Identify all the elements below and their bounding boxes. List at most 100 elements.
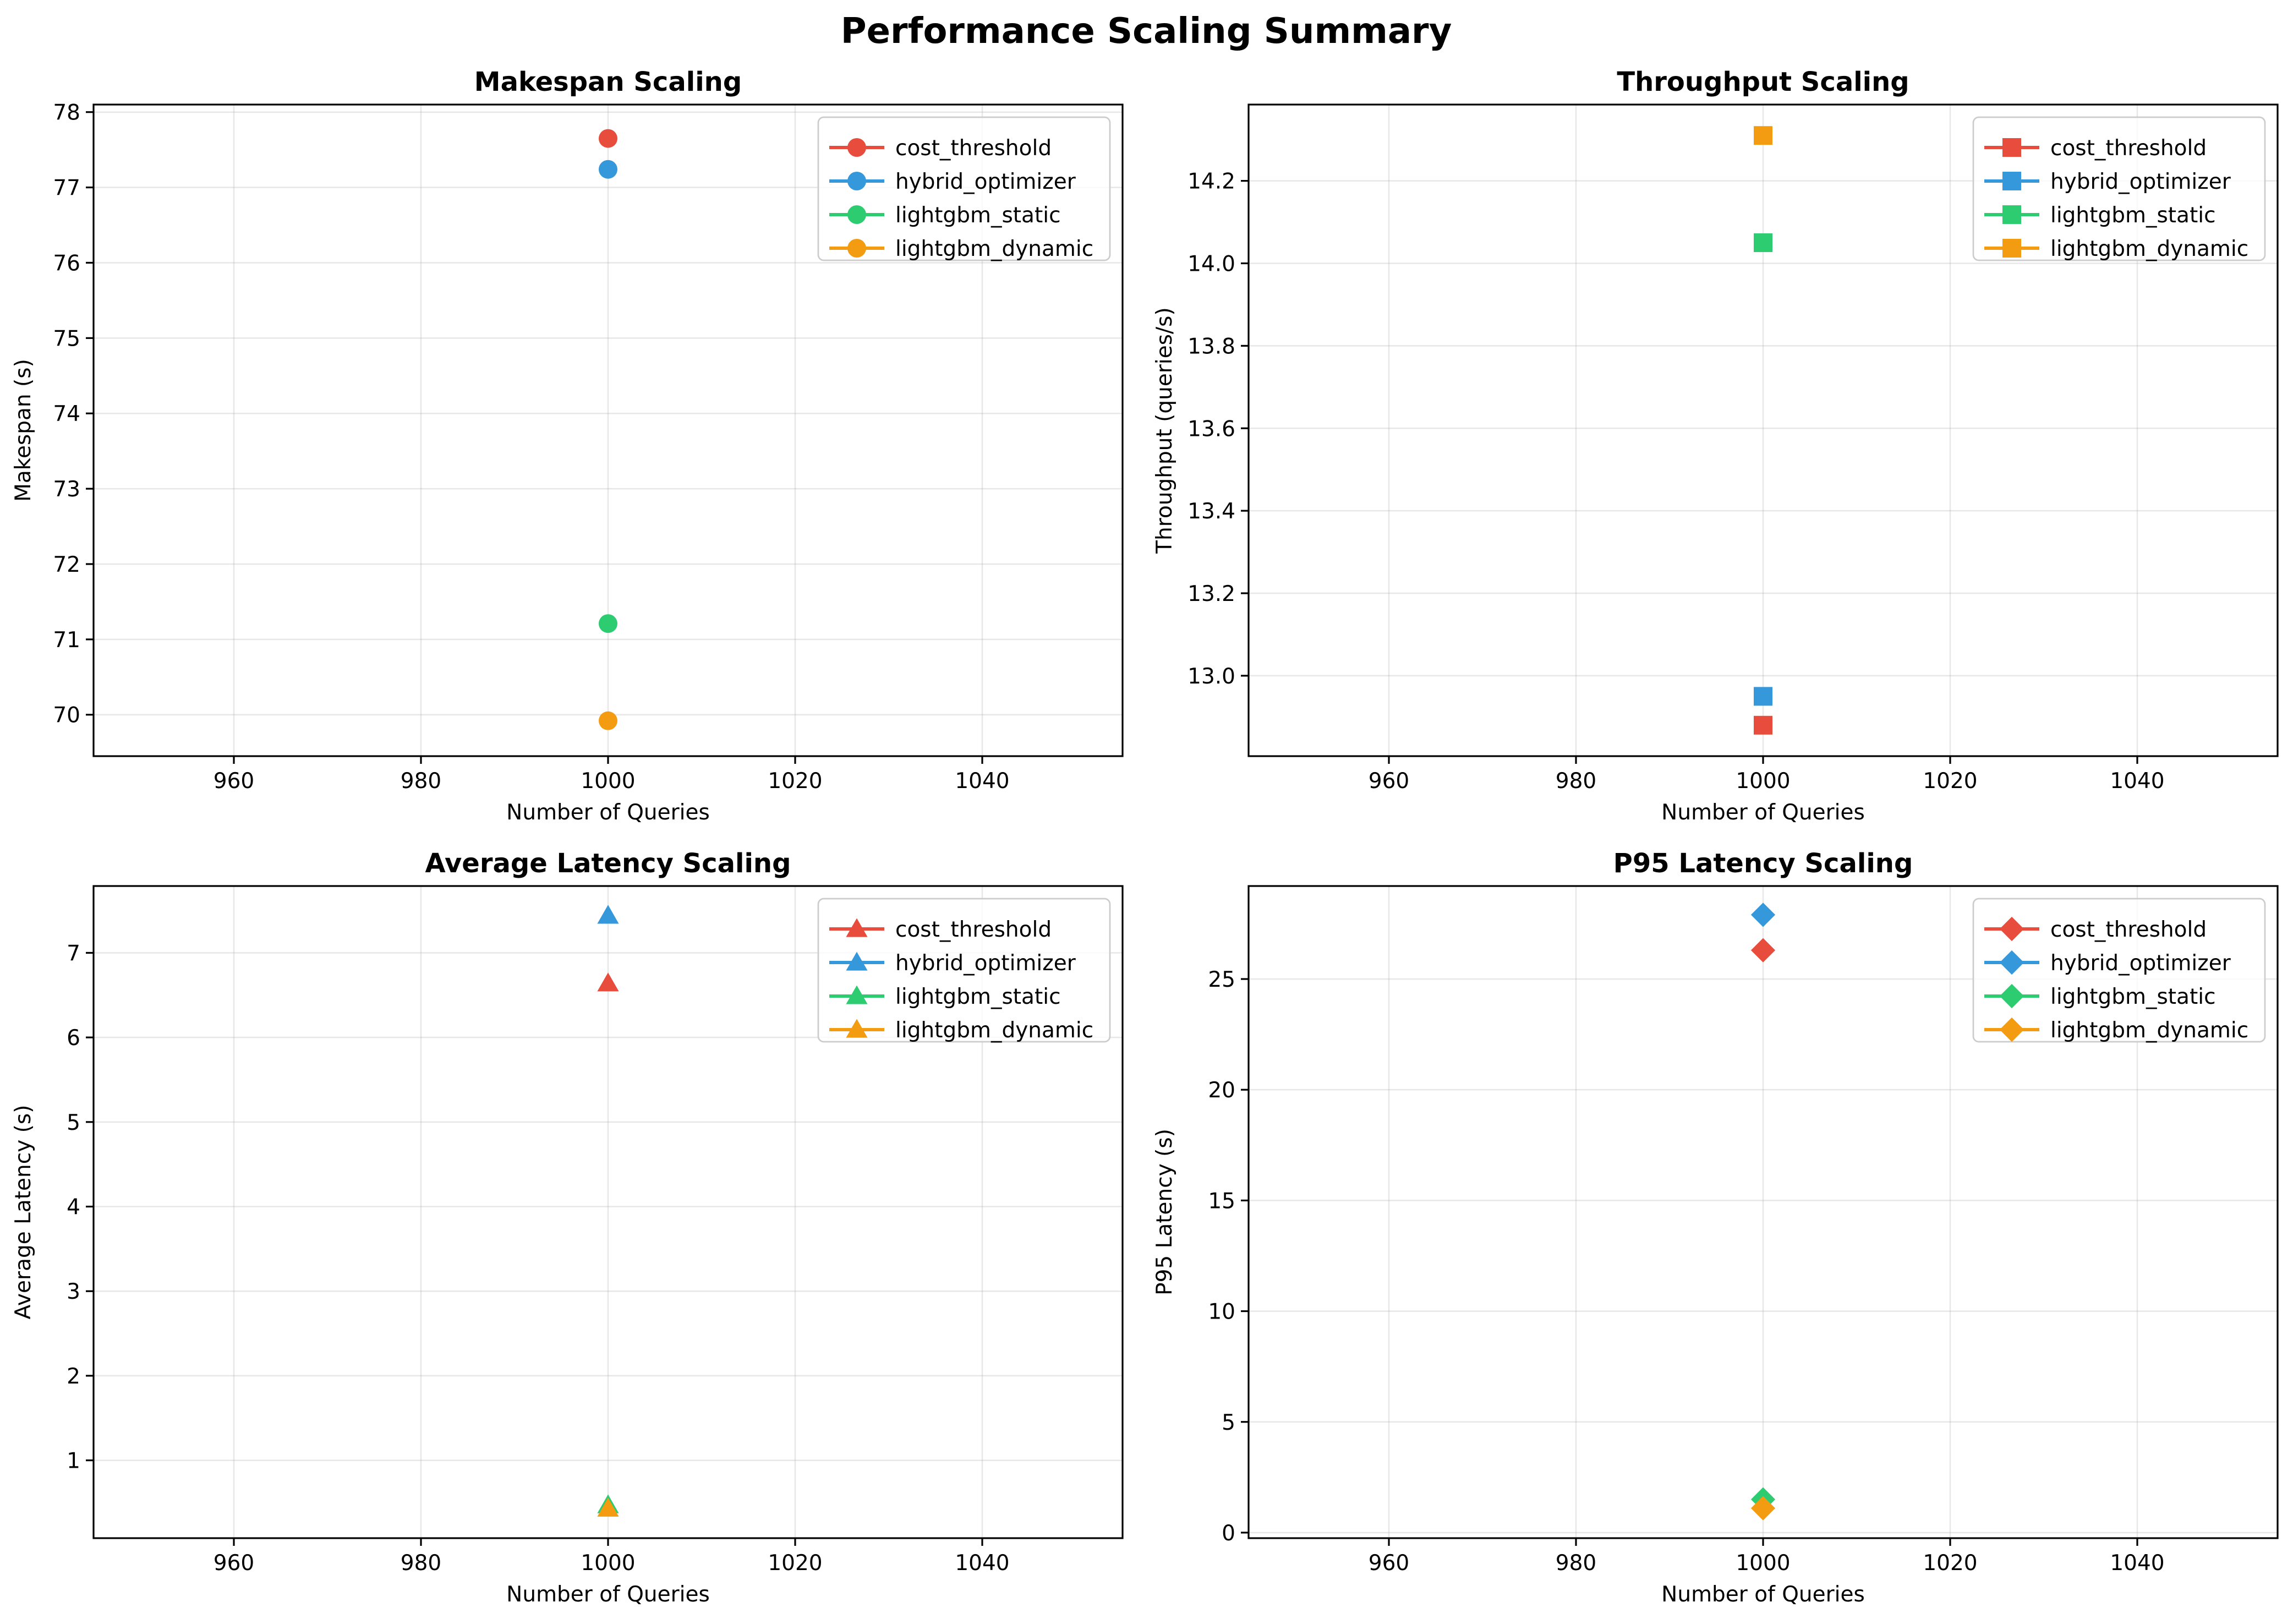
legend-item: cost_threshold: [829, 136, 1052, 161]
data-point-hybrid-optimizer: [597, 905, 619, 924]
x-tick-label: 1020: [768, 769, 822, 794]
data-point-lightgbm-static: [599, 614, 617, 633]
legend-marker: [846, 918, 868, 937]
legend-marker: [1999, 1017, 2024, 1042]
y-tick-label: 15: [1208, 1189, 1235, 1213]
x-axis-label: Number of Queries: [506, 800, 710, 825]
y-tick-label: 25: [1208, 967, 1235, 992]
legend-marker: [2002, 205, 2021, 224]
legend-label: lightgbm_dynamic: [2050, 1018, 2248, 1043]
y-tick-label: 4: [67, 1195, 80, 1220]
legend-item: cost_threshold: [1984, 136, 2207, 161]
y-tick-label: 13.6: [1187, 417, 1235, 441]
x-tick-label: 1020: [768, 1551, 822, 1576]
legend-box: [1972, 898, 2266, 1043]
legend-item: hybrid_optimizer: [1984, 950, 2231, 976]
legend-label: lightgbm_static: [895, 203, 1061, 228]
data-points: [1754, 126, 1772, 735]
subplot-4: 960 980 1000 1020 1040 0 5 10 15 20 25 P95 Latency …: [1152, 848, 2279, 1607]
legend-item: cost_threshold: [1984, 916, 2207, 942]
axes-frame: [1247, 885, 2279, 1539]
data-point-hybrid-optimizer: [1750, 903, 1776, 927]
x-tick-label: 960: [214, 1551, 254, 1576]
x-axis-label: Number of Queries: [1661, 800, 1865, 825]
legend-item: lightgbm_dynamic: [829, 1018, 1093, 1043]
legend-item: lightgbm_static: [829, 985, 1061, 1009]
axes-frame: [1247, 103, 2279, 757]
data-point-hybrid-optimizer: [1754, 687, 1772, 706]
data-point-cost-threshold: [1754, 715, 1772, 735]
legend-marker: [847, 138, 866, 157]
legend-marker: [2002, 239, 2021, 258]
data-point-lightgbm-dynamic: [1754, 126, 1772, 145]
x-tick-label: 980: [401, 769, 441, 794]
y-tick-label: 73: [53, 477, 80, 502]
y-tick-label: 13.2: [1187, 582, 1235, 606]
data-points: [1750, 903, 1776, 1521]
legend-item: lightgbm_static: [1984, 983, 2216, 1009]
y-axis-label: Throughput (queries/s): [1152, 307, 1177, 554]
data-points: [597, 905, 619, 1517]
gridlines: [94, 105, 1123, 756]
y-axis-label: Average Latency (s): [11, 1105, 36, 1320]
y-tick-label: 0: [1222, 1521, 1235, 1546]
data-point-hybrid-optimizer: [599, 160, 617, 179]
data-point-lightgbm-dynamic: [1750, 1496, 1776, 1521]
y-tick-label: 77: [53, 176, 80, 201]
legend: cost_threshold hybrid_optimizer lightgbm_s…: [1972, 898, 2266, 1043]
legend-label: hybrid_optimizer: [895, 169, 1076, 194]
x-tick-label: 1040: [955, 1551, 1009, 1576]
legend-item: hybrid_optimizer: [829, 169, 1076, 194]
legend-marker: [1999, 916, 2024, 942]
legend-marker: [2002, 138, 2021, 157]
legend-marker: [846, 952, 868, 971]
legend-label: lightgbm_dynamic: [895, 1018, 1093, 1043]
legend-label: lightgbm_dynamic: [2050, 237, 2248, 261]
legend-box: [1972, 116, 2266, 261]
legend-box: [817, 898, 1111, 1043]
subplot-2: 960 980 1000 1020 1040 13.0 13.2 13.4 13.6 13.8 14…: [1152, 67, 2279, 825]
legend-marker: [847, 205, 866, 224]
y-tick-label: 70: [53, 703, 80, 728]
legend-label: hybrid_optimizer: [2050, 951, 2231, 976]
legend-label: lightgbm_static: [895, 985, 1061, 1009]
y-tick-label: 1: [67, 1449, 80, 1474]
x-tick-label: 1020: [1923, 1551, 1977, 1576]
x-tick-label: 1000: [581, 1551, 635, 1576]
x-tick-label: 980: [1556, 769, 1596, 794]
legend-label: hybrid_optimizer: [2050, 169, 2231, 194]
legend-label: lightgbm_dynamic: [895, 237, 1093, 261]
subplot-title: Throughput Scaling: [1617, 67, 1909, 97]
legend-item: hybrid_optimizer: [829, 951, 1076, 976]
legend-marker: [847, 239, 866, 258]
legend-label: cost_threshold: [2050, 917, 2207, 942]
y-tick-label: 75: [53, 326, 80, 351]
y-tick-label: 7: [67, 941, 80, 966]
data-point-lightgbm-static: [1754, 233, 1772, 253]
y-tick-label: 13.4: [1187, 499, 1235, 524]
legend-label: hybrid_optimizer: [895, 951, 1076, 976]
legend-item: lightgbm_dynamic: [1984, 1017, 2248, 1043]
y-tick-label: 14.2: [1187, 169, 1235, 194]
y-tick-label: 10: [1208, 1300, 1235, 1325]
y-tick-label: 3: [67, 1279, 80, 1304]
legend-item: lightgbm_static: [1984, 203, 2216, 228]
gridlines: [1249, 105, 2278, 756]
legend-marker: [2002, 172, 2021, 190]
axes-frame: [92, 885, 1124, 1539]
axes-frame: [92, 103, 1124, 757]
legend-label: lightgbm_static: [2050, 203, 2216, 228]
legend: cost_threshold hybrid_optimizer lightgbm_s…: [1972, 116, 2266, 261]
x-tick-label: 980: [401, 1551, 441, 1576]
legend-marker: [847, 172, 866, 190]
y-tick-label: 13.0: [1187, 664, 1235, 689]
legend-item: cost_threshold: [829, 917, 1052, 942]
data-point-cost-threshold: [1750, 938, 1776, 963]
legend-marker: [1999, 950, 2024, 975]
data-point-lightgbm-dynamic: [597, 1497, 619, 1517]
legend-marker: [846, 1019, 868, 1038]
legend-box: [817, 116, 1111, 261]
y-tick-label: 2: [67, 1364, 80, 1389]
legend: cost_threshold hybrid_optimizer lightgbm_s…: [817, 898, 1111, 1043]
